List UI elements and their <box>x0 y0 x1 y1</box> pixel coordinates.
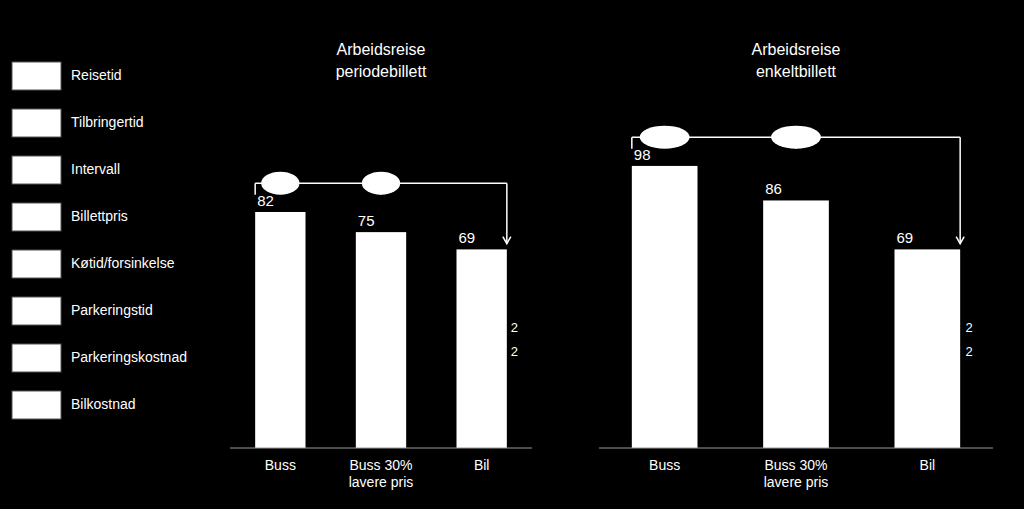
legend-box <box>12 62 61 90</box>
legend-label: Bilkostnad <box>71 396 136 412</box>
x-tick-label: Buss 30%lavere pris <box>764 457 829 490</box>
legend-box <box>12 344 61 372</box>
data-label: 69 <box>459 229 476 246</box>
bracket-dot <box>362 172 400 195</box>
legend-label: Køtid/forsinkelse <box>71 255 175 271</box>
legend-label: Intervall <box>71 161 120 177</box>
text-line: Buss <box>265 457 296 473</box>
legend-label: Reisetid <box>71 67 122 83</box>
x-tick-label: Bil <box>920 457 936 473</box>
text-line: enkeltbillett <box>756 63 837 80</box>
bracket-tick <box>254 183 256 195</box>
bar <box>457 249 507 448</box>
text-line: lavere pris <box>764 474 829 490</box>
legend-box <box>12 203 61 231</box>
legend-box <box>12 297 61 325</box>
text-line: periodebillett <box>336 63 427 80</box>
legend-box <box>12 156 61 184</box>
text-line: Bil <box>474 457 490 473</box>
text-line: Arbeidsreise <box>337 41 426 58</box>
figure: ArbeidsreiseperiodebillettBussBuss 30%la… <box>0 0 1024 509</box>
bracket-dot <box>261 172 299 195</box>
legend-label: Tilbringertid <box>71 114 144 130</box>
legend-label: Parkeringstid <box>71 302 153 318</box>
bar <box>356 232 406 448</box>
chart-0: Arbeidsreise periodebillett Buss Buss 30%la… <box>230 41 532 490</box>
text-line: Bil <box>920 457 936 473</box>
x-tick-label: Bil <box>474 457 490 473</box>
bars <box>255 212 507 448</box>
baseline <box>599 448 993 449</box>
chart-title: Arbeidsreise enkeltbillett <box>752 41 841 80</box>
chart-1: Arbeidsreise enkeltbillett Buss Buss 30%lav… <box>599 41 993 490</box>
text-line: lavere pris <box>349 474 414 490</box>
text-line: Buss 30% <box>764 457 827 473</box>
x-tick-label: Buss <box>265 457 296 473</box>
annotation: 2 <box>511 320 518 335</box>
legend-label: Billettpris <box>71 208 128 224</box>
text-line: Arbeidsreise <box>752 41 841 58</box>
annotation: 2 <box>511 344 518 359</box>
annotation: 2 <box>965 344 972 359</box>
text-line: Buss <box>649 457 680 473</box>
x-tick-label: Buss <box>649 457 680 473</box>
baseline <box>230 448 532 449</box>
data-label: 86 <box>765 180 782 197</box>
legend-box <box>12 250 61 278</box>
bracket-dot <box>771 126 821 149</box>
bracket-dot <box>640 126 690 149</box>
legend: Reisetid Tilbringertid Intervall Billettpri… <box>12 62 187 419</box>
data-label: 82 <box>257 192 274 209</box>
background <box>0 0 1024 509</box>
bracket-arrowhead <box>956 237 964 244</box>
bar <box>255 212 305 448</box>
legend-box <box>12 109 61 137</box>
data-label: 98 <box>634 146 651 163</box>
bracket-arrowhead <box>503 237 511 244</box>
bracket-arrow <box>506 183 508 243</box>
annotation: 2 <box>965 320 972 335</box>
legend-label: Parkeringskostnad <box>71 349 187 365</box>
chart-title: Arbeidsreise periodebillett <box>336 41 427 80</box>
legend-box <box>12 391 61 419</box>
bracket-arrow <box>959 137 961 243</box>
data-label: 75 <box>358 212 375 229</box>
data-label: 69 <box>897 229 914 246</box>
bars <box>632 166 960 448</box>
text-line: Buss 30% <box>349 457 412 473</box>
bar <box>632 166 698 448</box>
bar <box>763 200 829 448</box>
x-tick-label: Buss 30%lavere pris <box>349 457 414 490</box>
bracket <box>255 172 511 244</box>
bracket <box>632 126 964 244</box>
bar <box>895 249 961 448</box>
bracket-tick <box>631 137 633 149</box>
